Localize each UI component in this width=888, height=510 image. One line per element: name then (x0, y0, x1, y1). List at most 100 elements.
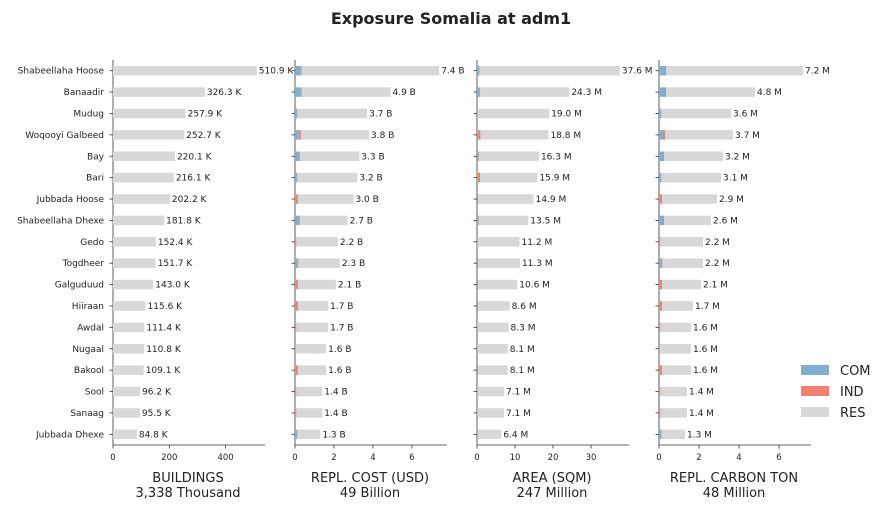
bar-res (480, 87, 570, 97)
value-label: 8.6 M (512, 302, 537, 312)
bar-res (477, 429, 502, 440)
value-label: 24.3 M (571, 88, 602, 98)
bar-res (659, 344, 691, 354)
value-label: 7.1 M (506, 388, 531, 398)
legend: COM IND RES (801, 364, 871, 421)
value-label: 1.3 M (687, 430, 712, 440)
value-label: 8.3 M (511, 323, 536, 333)
total-label: 48 Million (703, 486, 766, 501)
bar-com (659, 194, 660, 204)
bar-com (295, 194, 296, 204)
bar-res (660, 237, 703, 247)
value-label: 152.4 K (158, 238, 194, 248)
bar-res (479, 65, 620, 76)
value-label: 7.1 M (506, 409, 531, 419)
bar-res (113, 151, 175, 161)
bar-com (659, 429, 661, 440)
bar-res (664, 215, 711, 226)
x-tick-label: 200 (161, 453, 177, 463)
bar-ind (660, 365, 662, 375)
value-label: 4.8 M (757, 88, 782, 98)
value-label: 181.8 K (166, 216, 202, 226)
value-label: 1.6 M (693, 366, 718, 376)
value-label: 3.1 M (723, 174, 748, 184)
value-label: 3.8 B (371, 131, 394, 141)
x-tick-label: 2 (696, 453, 701, 463)
bar-res (660, 408, 687, 418)
x-axis-label: REPL. CARBON TON (670, 471, 798, 486)
category-label: Bay (87, 152, 105, 162)
bar-res (296, 322, 329, 333)
x-tick-label: 6 (776, 453, 781, 463)
category-label: Awdal (77, 323, 104, 333)
panel-2: 37.6 M 24.3 M 19.0 M 18.8 M 16.3 M 15.9 M 14.9… (473, 60, 653, 501)
value-label: 109.1 K (146, 366, 182, 376)
bar-res (477, 322, 509, 333)
value-label: 1.6 M (693, 323, 718, 333)
bar-com (659, 172, 661, 183)
value-label: 111.4 K (146, 323, 182, 333)
category-label: Sool (85, 388, 104, 398)
bar-res (113, 215, 165, 226)
bar-res (480, 172, 538, 183)
x-axis-label: REPL. COST (USD) (311, 471, 429, 486)
bar-res (297, 108, 368, 119)
x-axis-label: BUILDINGS (152, 471, 223, 486)
value-label: 3.6 M (733, 109, 758, 119)
category-label: Jubbada Hoose (36, 195, 105, 205)
value-label: 252.7 K (186, 131, 222, 141)
value-label: 10.6 M (519, 281, 550, 291)
value-label: 2.1 M (703, 281, 728, 291)
x-tick-label: 20 (548, 453, 559, 463)
value-label: 8.1 M (510, 366, 535, 376)
bar-res (666, 87, 755, 97)
bar-com (659, 386, 660, 397)
category-label: Banaadir (64, 88, 105, 98)
value-label: 18.8 M (550, 131, 581, 141)
bar-res (662, 301, 693, 311)
legend-label-res: RES (840, 406, 866, 421)
category-label: Gedo (80, 238, 104, 248)
bar-res (296, 408, 323, 418)
value-label: 2.3 B (342, 259, 365, 269)
category-label: Woqooyi Galbeed (25, 131, 104, 141)
bar-res (478, 301, 510, 311)
bar-res (478, 215, 529, 226)
bar-com (295, 408, 296, 418)
bar-com (477, 429, 478, 440)
value-label: 2.2 M (705, 238, 730, 248)
value-label: 4.9 B (392, 88, 415, 98)
bar-com (659, 108, 661, 119)
x-tick-label: 0 (656, 453, 661, 463)
total-label: 247 Million (517, 486, 588, 501)
value-label: 1.4 B (324, 409, 347, 419)
bar-ind (665, 87, 666, 97)
bar-res (113, 87, 205, 97)
x-tick-label: 10 (510, 453, 521, 463)
legend-label-com: COM (840, 364, 871, 379)
panel-3: 7.2 M 4.8 M 3.6 M 3.7 M 3.2 M 3.1 M 2.9 M 2.6 M… (655, 60, 830, 501)
value-label: 11.3 M (522, 259, 553, 269)
value-label: 95.5 K (142, 409, 172, 419)
bar-com (477, 65, 480, 76)
legend-swatch-ind (801, 386, 829, 396)
value-label: 15.9 M (539, 174, 570, 184)
bar-res (113, 429, 137, 440)
bar-com (659, 87, 665, 97)
value-label: 2.1 B (338, 281, 361, 291)
category-label: Sanaag (70, 409, 104, 419)
value-label: 84.8 K (139, 430, 169, 440)
value-label: 220.1 K (177, 152, 213, 162)
bar-ind (660, 301, 662, 311)
value-label: 326.3 K (207, 88, 243, 98)
value-label: 115.6 K (148, 302, 184, 312)
bar-com (659, 65, 665, 76)
bar-ind (663, 215, 664, 226)
bar-res (478, 258, 520, 268)
bar-com (477, 151, 479, 161)
bar-com (659, 258, 662, 268)
category-label: Shabeellaha Dhexe (17, 216, 104, 226)
bar-ind (298, 151, 300, 161)
x-tick-label: 0 (292, 453, 297, 463)
bar-com (477, 108, 478, 119)
